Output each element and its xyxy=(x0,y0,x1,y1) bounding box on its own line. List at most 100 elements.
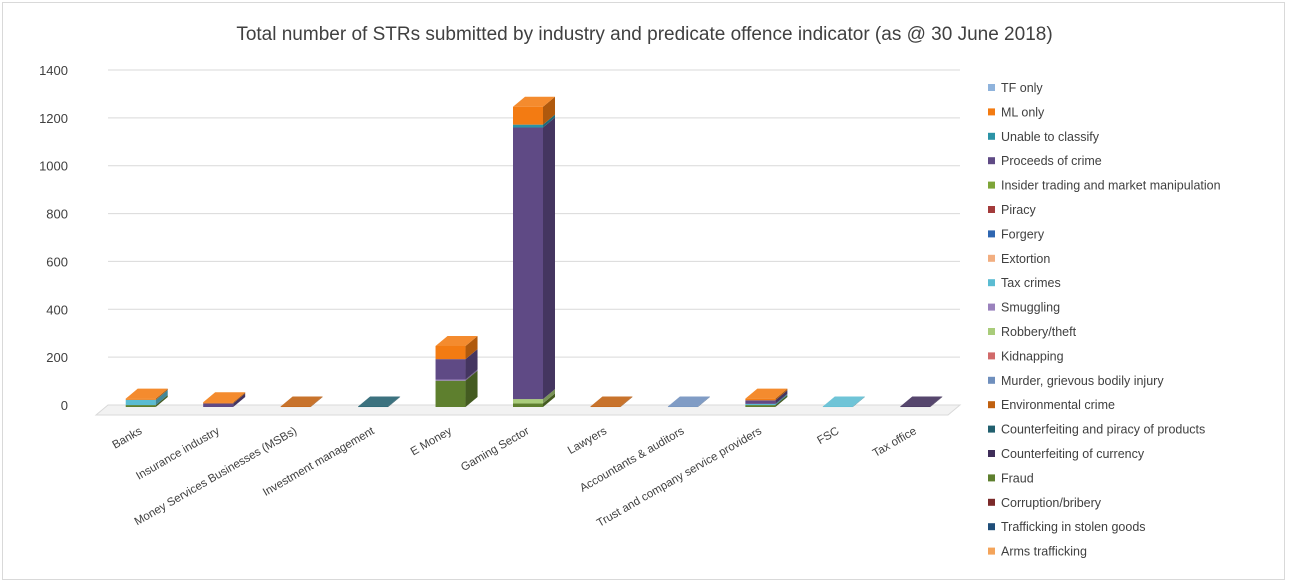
legend-swatch xyxy=(988,132,995,140)
bar-segment xyxy=(745,388,788,401)
legend-swatch xyxy=(988,108,995,116)
legend-label: Counterfeiting of currency xyxy=(1001,447,1145,461)
legend-label: Environmental crime xyxy=(1001,398,1115,412)
bar-top xyxy=(125,388,168,399)
bar-segment xyxy=(513,96,555,125)
bar-segment xyxy=(125,388,168,400)
bar-segment-side xyxy=(233,392,246,404)
legend-label: Arms trafficking xyxy=(1001,545,1087,559)
bar-segment-side xyxy=(543,389,555,404)
bar-segment-front xyxy=(745,403,776,406)
bar-segment-side xyxy=(930,396,943,407)
bar-segment xyxy=(513,393,555,407)
bar-segment xyxy=(203,393,246,407)
category-label: Tax office xyxy=(871,425,919,460)
y-tick-label: 1200 xyxy=(39,111,68,126)
legend-swatch xyxy=(988,279,995,287)
bar-top xyxy=(745,388,788,399)
legend-item: Fraud xyxy=(988,471,1034,485)
bar-segment-front xyxy=(435,359,466,380)
legend-swatch xyxy=(988,376,995,384)
bar-segment xyxy=(435,335,478,360)
y-tick-label: 200 xyxy=(46,350,68,365)
bar-segment-front xyxy=(125,405,156,407)
bar-segment-side xyxy=(388,396,401,407)
legend-item: Trafficking in stolen goods xyxy=(988,520,1146,534)
legend-swatch xyxy=(988,401,995,409)
bar-segment-side xyxy=(775,395,788,407)
bar-segment xyxy=(358,396,401,408)
bar-segment-front xyxy=(513,106,543,125)
legend-swatch xyxy=(988,254,995,262)
legend-label: Unable to classify xyxy=(1001,130,1100,144)
bar-segment-side xyxy=(620,396,633,407)
bar-segment-side xyxy=(543,117,555,400)
bar-segment-front xyxy=(435,345,466,360)
legend-swatch xyxy=(988,547,995,555)
bar-segment-front xyxy=(358,406,389,408)
legend-item: Kidnapping xyxy=(988,349,1064,363)
legend-swatch xyxy=(988,523,995,531)
bar-top xyxy=(435,335,478,346)
bar-segment-side xyxy=(155,395,168,407)
legend-label: Trafficking in stolen goods xyxy=(1001,520,1146,534)
legend-swatch xyxy=(988,181,995,189)
bar-top xyxy=(280,396,323,407)
legend-label: Extortion xyxy=(1001,252,1050,266)
legend-label: TF only xyxy=(1001,81,1043,95)
bar-top xyxy=(900,396,943,407)
legend-label: Fraud xyxy=(1001,471,1034,485)
bar-segment xyxy=(745,393,788,406)
y-tick-label: 1400 xyxy=(39,63,68,78)
bar-segment-side xyxy=(465,349,478,380)
legend-item: ML only xyxy=(988,105,1045,119)
bar-segment-side xyxy=(465,370,478,407)
bar-segment-front xyxy=(513,127,543,400)
bar-segment-side xyxy=(697,396,710,407)
bar-top xyxy=(513,96,555,107)
legend-label: Piracy xyxy=(1001,203,1036,217)
legend-item: Environmental crime xyxy=(988,398,1115,412)
bar-segment-side xyxy=(310,396,323,407)
legend-swatch xyxy=(988,230,995,238)
bar-segment-front xyxy=(822,406,853,408)
bar-segment-side xyxy=(233,393,246,407)
bar-top xyxy=(203,392,246,403)
bar-segment xyxy=(667,396,710,408)
bar-segment-front xyxy=(900,406,931,408)
bar-segment-side xyxy=(775,390,788,404)
legend-item: Counterfeiting and piracy of products xyxy=(988,423,1205,437)
bar-segment-side xyxy=(155,388,168,400)
y-tick-label: 800 xyxy=(46,207,68,222)
bar-segment-front xyxy=(203,403,234,407)
bar-segment-front xyxy=(125,398,156,400)
bar-top xyxy=(822,396,865,407)
bar-segment xyxy=(513,389,555,404)
bar-segment-front xyxy=(203,402,234,404)
bar-segment-side xyxy=(775,388,788,401)
bar-segment-front xyxy=(280,406,311,408)
bar-segment-side xyxy=(155,389,168,406)
bar-segment-front xyxy=(745,400,776,404)
legend-item: Corruption/bribery xyxy=(988,496,1102,510)
bar-top xyxy=(358,396,401,407)
legend-item: Extortion xyxy=(988,252,1050,266)
legend-swatch xyxy=(988,328,995,335)
bar-segment xyxy=(280,396,323,408)
bar-segment-front xyxy=(125,399,156,406)
y-tick-label: 1000 xyxy=(39,159,68,174)
bar-segment xyxy=(822,396,865,408)
legend-item: Robbery/theft xyxy=(988,325,1077,339)
bar-segment xyxy=(590,396,633,408)
category-label: Trust and company service providers xyxy=(595,425,764,530)
legend-label: Smuggling xyxy=(1001,301,1060,315)
bar-segment-front xyxy=(745,398,776,401)
category-label: E Money xyxy=(409,425,455,458)
legend-label: Insider trading and market manipulation xyxy=(1001,179,1221,193)
legend-label: Proceeds of crime xyxy=(1001,154,1102,168)
bar-segment-front xyxy=(667,406,698,408)
legend-swatch xyxy=(988,352,995,360)
bar-segment-front xyxy=(513,124,543,128)
bar-segment xyxy=(435,369,478,381)
bar-segment xyxy=(900,396,943,408)
